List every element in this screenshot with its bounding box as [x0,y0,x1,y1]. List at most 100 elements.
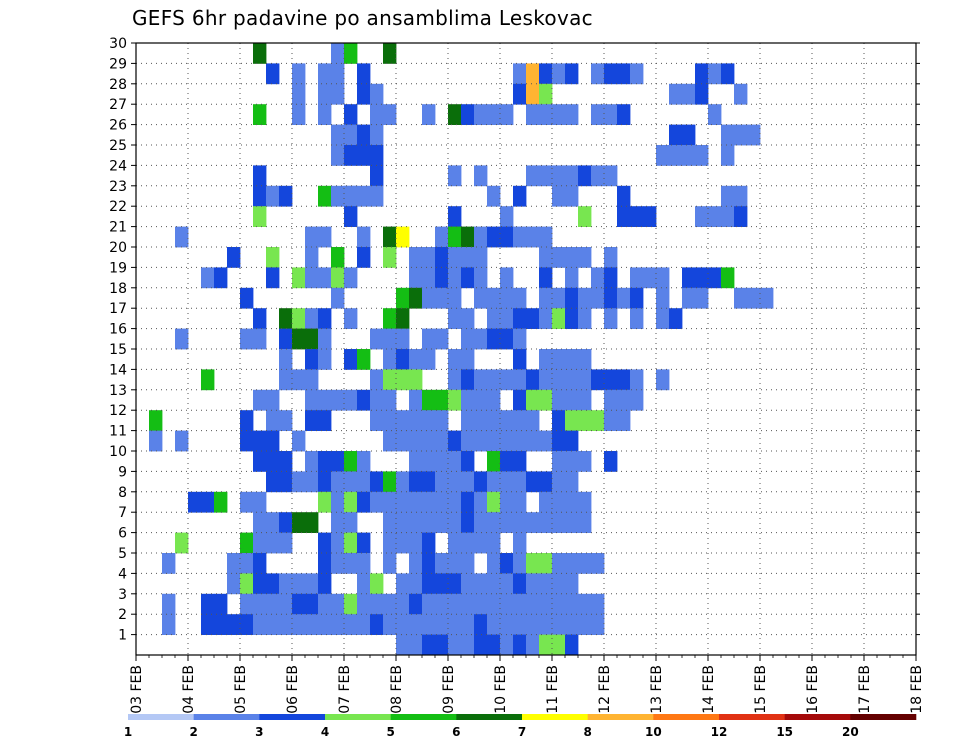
heatmap-cell [539,614,553,635]
heatmap-cell [565,430,579,452]
heatmap-cell [435,451,449,472]
heatmap-cell [344,451,358,472]
heatmap-cell [578,410,592,431]
heatmap-cell [396,593,410,615]
heatmap-cell [565,247,579,268]
heatmap-cell [422,104,436,125]
heatmap-cell [604,267,618,289]
heatmap-cell [383,104,397,125]
heatmap-cell [617,104,631,125]
heatmap-cell [721,124,735,146]
heatmap-cell [734,206,748,227]
y-tick-label: 30 [109,36,127,52]
heatmap-cell [279,410,293,431]
y-tick-label: 5 [118,546,127,562]
heatmap-cell [253,593,267,615]
x-tick-label: 16 FEB [805,665,821,714]
heatmap-cell [656,267,670,289]
heatmap-cell [682,267,696,289]
heatmap-cell [331,63,345,85]
y-tick-label: 11 [109,424,127,440]
heatmap-cell [435,614,449,635]
heatmap-cell [344,349,358,370]
heatmap-cell [331,43,345,64]
heatmap-cell [604,104,618,125]
heatmap-cell [357,389,371,411]
heatmap-cell [175,532,189,554]
heatmap-cell [578,451,592,472]
heatmap-cell [370,83,384,105]
heatmap-cell [357,145,371,166]
heatmap-cell [435,287,449,309]
heatmap-cell [292,104,306,125]
heatmap-cell [565,410,579,431]
heatmap-cell [370,614,384,635]
heatmap-cell [578,308,592,329]
heatmap-cell [552,308,566,329]
heatmap-cell [448,267,462,289]
heatmap-cell [344,512,358,533]
heatmap-cell [357,573,371,595]
grid-lines [136,43,916,655]
heatmap-cell [422,573,436,595]
heatmap-cell [565,553,579,574]
heatmap-cell [448,206,462,227]
heatmap-cell [721,267,735,289]
heatmap-cell [448,389,462,411]
x-tick-label: 09 FEB [441,665,457,714]
heatmap-cell [591,267,605,289]
heatmap-cell [604,389,618,411]
heatmap-cell [513,410,527,431]
heatmap-cell [318,451,332,472]
heatmap-cell [396,512,410,533]
heatmap-cell [422,328,436,350]
heatmap-cell [292,267,306,289]
heatmap-cell [409,532,423,554]
heatmap-cell [435,267,449,289]
heatmap-cell [760,287,774,309]
heatmap-cell [422,512,436,533]
heatmap-cell [565,165,579,187]
heatmap-cell [513,593,527,615]
heatmap-cell [383,389,397,411]
heatmap-cell [526,410,540,431]
x-tick-label: 03 FEB [129,665,145,714]
heatmap-cell [487,369,501,391]
heatmap-cell [396,532,410,554]
heatmap-cell [266,185,280,207]
heatmap-cell [409,287,423,309]
heatmap-cell [396,369,410,391]
heatmap-cell [500,410,514,431]
heatmap-cell [305,410,319,431]
heatmap-cell [318,328,332,350]
heatmap-cell [370,471,384,493]
heatmap-cell [487,573,501,595]
heatmap-cell [552,491,566,513]
heatmap-cell [630,369,644,391]
heatmap-cell [383,471,397,493]
heatmap-cell [578,165,592,187]
y-tick-label: 15 [109,342,127,358]
colorbar-label: 15 [776,725,793,739]
heatmap-cell [552,430,566,452]
heatmap-cell [409,614,423,635]
x-axis-ticks: 03 FEB 04 FEB 05 FEB 06 FEB 07 FEB 08 FEB 09 F… [129,655,925,714]
heatmap-cell [526,308,540,329]
heatmap-cell [578,287,592,309]
heatmap-cell [656,369,670,391]
heatmap-cell [201,593,215,615]
heatmap-cell [331,267,345,289]
heatmap-cell [643,206,657,227]
heatmap-cell [448,491,462,513]
colorbar-label: 1 [124,725,132,739]
heatmap-cell [578,491,592,513]
heatmap-cell [357,451,371,472]
heatmap-cell [526,634,540,656]
heatmap-cell [409,593,423,615]
colorbar-swatch [587,714,654,720]
heatmap-cell [721,185,735,207]
heatmap-cell [279,532,293,554]
heatmap-cell [461,532,475,554]
heatmap-cell [552,593,566,615]
heatmap-cell [539,226,553,248]
